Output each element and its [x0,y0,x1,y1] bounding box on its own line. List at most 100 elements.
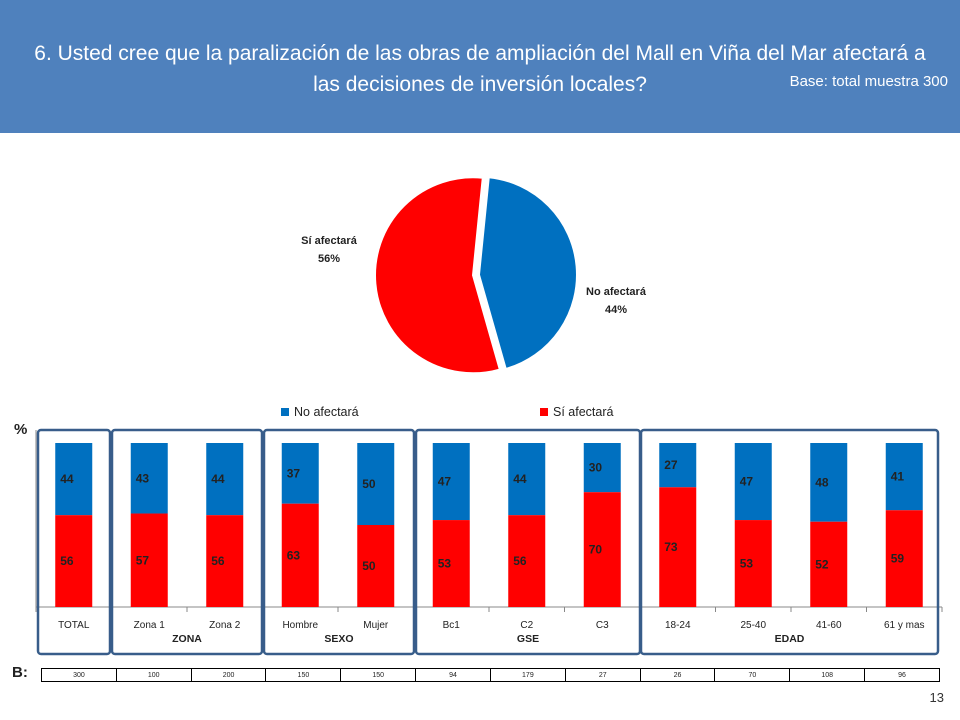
title-line-2: las decisiones de inversión locales? [313,73,647,96]
x-tick-label: 25-40 [740,620,766,631]
bar-si-afectara [206,515,244,607]
data-label-si-afectara: 50 [362,559,376,573]
data-label-si-afectara: 53 [438,557,452,571]
data-label-si-afectara: 59 [891,552,905,566]
bar-si-afectara [810,521,848,607]
slide-title: 6. Usted cree que la paralización de las… [0,38,960,100]
data-label-si-afectara: 57 [136,553,150,567]
bar-no-afectara [357,443,395,525]
base-cell: 96 [864,668,940,682]
base-cell: 70 [714,668,791,682]
group-label: SEXO [324,633,353,645]
legend-swatch-si [540,408,548,416]
data-label-no-afectara: 50 [362,477,376,491]
base-table: 300 100 200 150 150 94 179 27 26 70 108 96 [41,668,940,682]
pie-label-si-name: Sí afectará [301,235,357,247]
bar-no-afectara [206,443,244,516]
bar-no-afectara [583,443,621,493]
base-cell: 26 [639,668,716,682]
x-tick-label: 61 y mas [884,620,925,631]
data-label-no-afectara: 48 [815,475,829,489]
pie-label-si: Sí afectará 56% [294,232,364,268]
legend-label-si: Sí afectará [553,405,614,419]
base-note: Base: total muestra 300 [789,73,948,90]
data-label-no-afectara: 43 [136,471,150,485]
base-cell: 150 [340,668,417,682]
group-label: EDAD [775,633,805,645]
group-box [639,428,940,656]
base-cell: 108 [789,668,866,682]
legend-label-no: No afectará [294,405,359,419]
bar-no-afectara [281,443,319,504]
bar-si-afectara [508,515,546,607]
title-line-1: 6. Usted cree que la paralización de las… [34,42,926,65]
pie-label-no-name: No afectará [586,286,646,298]
group-box [262,428,416,656]
data-label-si-afectara: 56 [211,554,225,568]
group-box [414,428,642,656]
bar-no-afectara [659,443,697,488]
bar-no-afectara [55,443,93,516]
data-label-no-afectara: 27 [664,458,678,472]
data-label-si-afectara: 56 [60,554,74,568]
bar-si-afectara [432,520,470,607]
bar-si-afectara [281,503,319,607]
bar-si-afectara [357,525,395,607]
data-label-no-afectara: 47 [438,475,452,489]
x-tick-label: C2 [520,620,533,631]
group-label: ZONA [172,633,202,645]
data-label-no-afectara: 44 [513,472,527,486]
data-label-no-afectara: 37 [287,466,301,480]
legend-item-no: No afectará [281,405,359,419]
base-table-row: 300 100 200 150 150 94 179 27 26 70 108 96 [41,668,940,682]
data-label-no-afectara: 41 [891,470,905,484]
bar-si-afectara [55,515,93,607]
group-box [110,428,264,656]
pie-slice-no-afectara [477,176,578,371]
x-tick-label: Zona 2 [209,620,241,631]
x-tick-label: Bc1 [443,620,461,631]
bar-no-afectara [130,443,168,514]
bar-no-afectara [810,443,848,522]
page-number: 13 [929,690,944,705]
x-tick-label: Zona 1 [134,620,166,631]
bar-si-afectara [130,513,168,607]
data-label-si-afectara: 53 [740,557,754,571]
base-cell: 150 [265,668,342,682]
bar-no-afectara [734,443,772,521]
data-label-no-afectara: 30 [589,461,603,475]
group-box [36,428,112,656]
x-tick-label: TOTAL [58,620,90,631]
base-row-label: B: [12,664,28,681]
data-label-si-afectara: 52 [815,557,829,571]
x-tick-label: 18-24 [665,620,691,631]
bar-no-afectara [508,443,546,516]
legend-item-si: Sí afectará [540,405,613,419]
base-cell: 300 [41,668,117,682]
bar-si-afectara [583,492,621,607]
data-label-no-afectara: 44 [211,472,225,486]
bar-no-afectara [885,443,923,511]
pie-slice-si-afectara [374,176,502,375]
x-tick-label: Mujer [363,620,389,631]
pie-label-no: No afectará 44% [580,283,652,319]
base-cell: 94 [415,668,491,682]
pie-label-si-pct: 56% [317,253,341,265]
data-label-si-afectara: 63 [287,548,301,562]
bar-si-afectara [734,520,772,607]
base-cell: 27 [564,668,641,682]
slide-header: 6. Usted cree que la paralización de las… [0,0,960,133]
x-tick-label: C3 [596,620,609,631]
x-tick-label: Hombre [282,620,318,631]
base-cell: 100 [115,668,192,682]
pie-label-no-pct: 44% [604,304,628,316]
base-cell: 200 [190,668,267,682]
bar-si-afectara [885,510,923,607]
data-label-no-afectara: 44 [60,472,74,486]
data-label-si-afectara: 70 [589,543,603,557]
legend-swatch-no [281,408,289,416]
y-axis-label: % [14,421,28,438]
bar-no-afectara [432,443,470,521]
data-label-si-afectara: 73 [664,540,678,554]
data-label-no-afectara: 47 [740,475,754,489]
